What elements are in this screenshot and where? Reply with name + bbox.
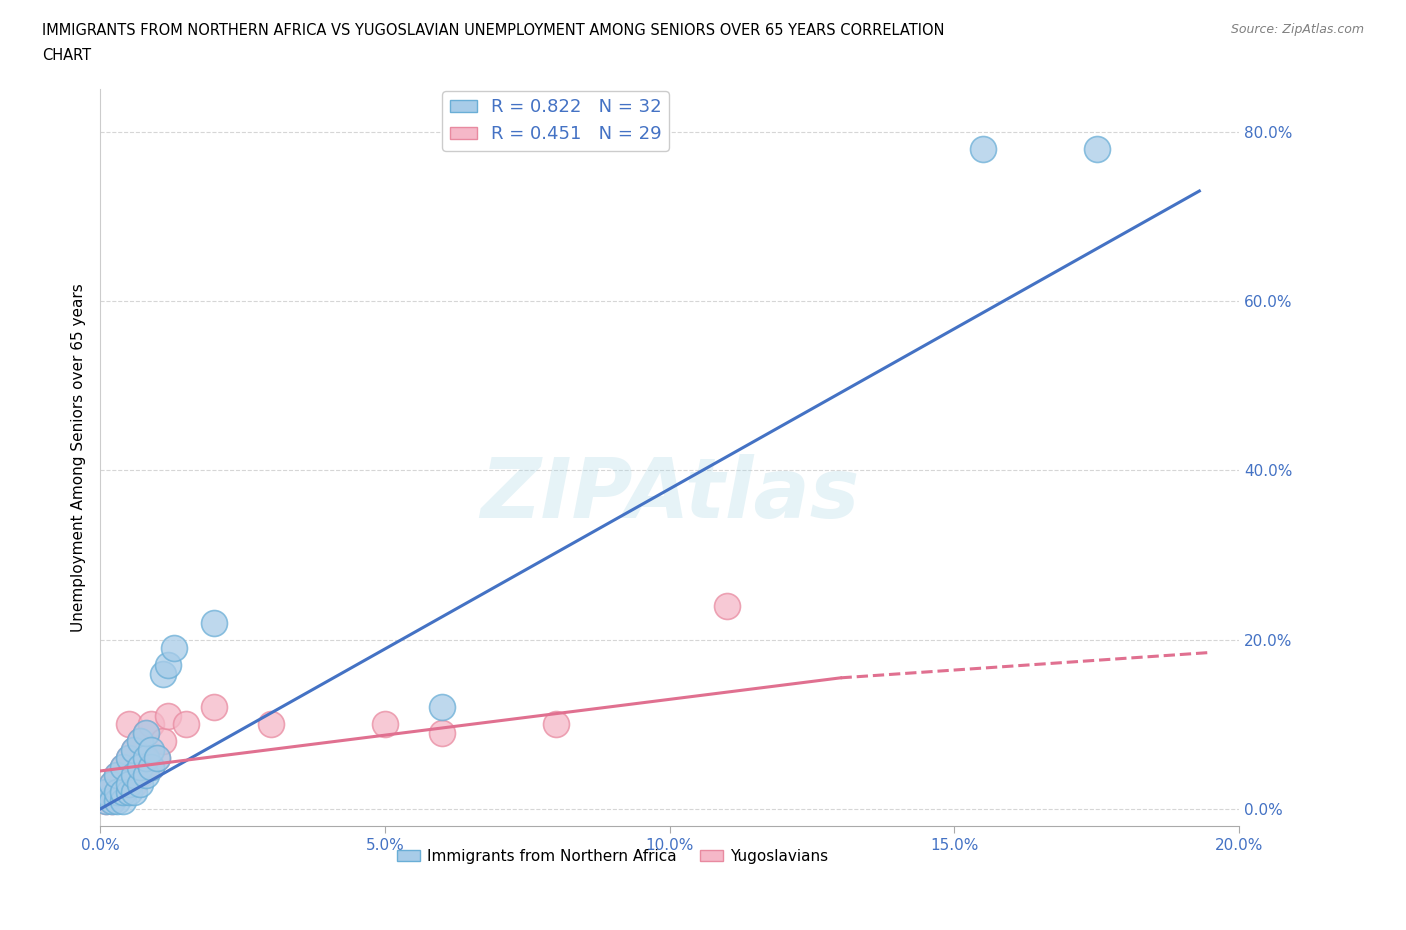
Point (117, 785, 139, 800)
Point (129, 734, 152, 749)
Point (1085, 141, 1108, 156)
Point (157, 658, 180, 672)
Y-axis label: Unemployment Among Seniors over 65 years: Unemployment Among Seniors over 65 years (72, 284, 86, 632)
Legend: Immigrants from Northern Africa, Yugoslavians: Immigrants from Northern Africa, Yugosla… (391, 843, 835, 870)
Point (100, 777, 122, 791)
Point (111, 785, 134, 800)
Point (111, 759, 134, 774)
Point (141, 759, 163, 774)
Point (163, 641, 186, 656)
Point (117, 751, 139, 765)
Point (100, 777, 122, 791)
Point (141, 742, 163, 757)
Text: Source: ZipAtlas.com: Source: ZipAtlas.com (1230, 23, 1364, 36)
Text: IMMIGRANTS FROM NORTHERN AFRICA VS YUGOSLAVIAN UNEMPLOYMENT AMONG SENIORS OVER 6: IMMIGRANTS FROM NORTHERN AFRICA VS YUGOS… (42, 23, 945, 38)
Point (94, 793, 117, 808)
Point (972, 141, 994, 156)
Point (544, 717, 567, 732)
Point (374, 717, 396, 732)
Point (94, 785, 117, 800)
Point (129, 777, 152, 791)
Point (152, 734, 174, 749)
Point (105, 768, 128, 783)
Point (430, 700, 453, 715)
Text: ZIPAtlas: ZIPAtlas (479, 454, 859, 535)
Point (260, 717, 283, 732)
Point (111, 759, 134, 774)
Point (117, 777, 139, 791)
Point (124, 742, 146, 757)
Point (146, 751, 169, 765)
Point (135, 725, 157, 740)
Point (157, 709, 180, 724)
Point (129, 734, 152, 749)
Point (105, 785, 128, 800)
Point (430, 725, 453, 740)
Point (135, 751, 157, 765)
Point (141, 759, 163, 774)
Point (100, 793, 122, 808)
Point (94, 785, 117, 800)
Point (141, 717, 163, 732)
Point (135, 759, 157, 774)
Point (105, 785, 128, 800)
Point (105, 768, 128, 783)
Point (94, 793, 117, 808)
Point (111, 785, 134, 800)
Point (174, 717, 197, 732)
Point (124, 777, 146, 791)
Point (135, 768, 157, 783)
Point (117, 751, 139, 765)
Point (716, 598, 738, 613)
Point (124, 742, 146, 757)
Point (135, 725, 157, 740)
Point (202, 616, 225, 631)
Point (105, 793, 128, 808)
Point (111, 793, 134, 808)
Point (100, 793, 122, 808)
Point (146, 751, 169, 765)
Point (117, 777, 139, 791)
Point (124, 785, 146, 800)
Point (129, 759, 152, 774)
Point (152, 666, 174, 681)
Point (202, 700, 225, 715)
Text: CHART: CHART (42, 48, 91, 63)
Point (124, 768, 146, 783)
Point (117, 717, 139, 732)
Point (129, 768, 152, 783)
